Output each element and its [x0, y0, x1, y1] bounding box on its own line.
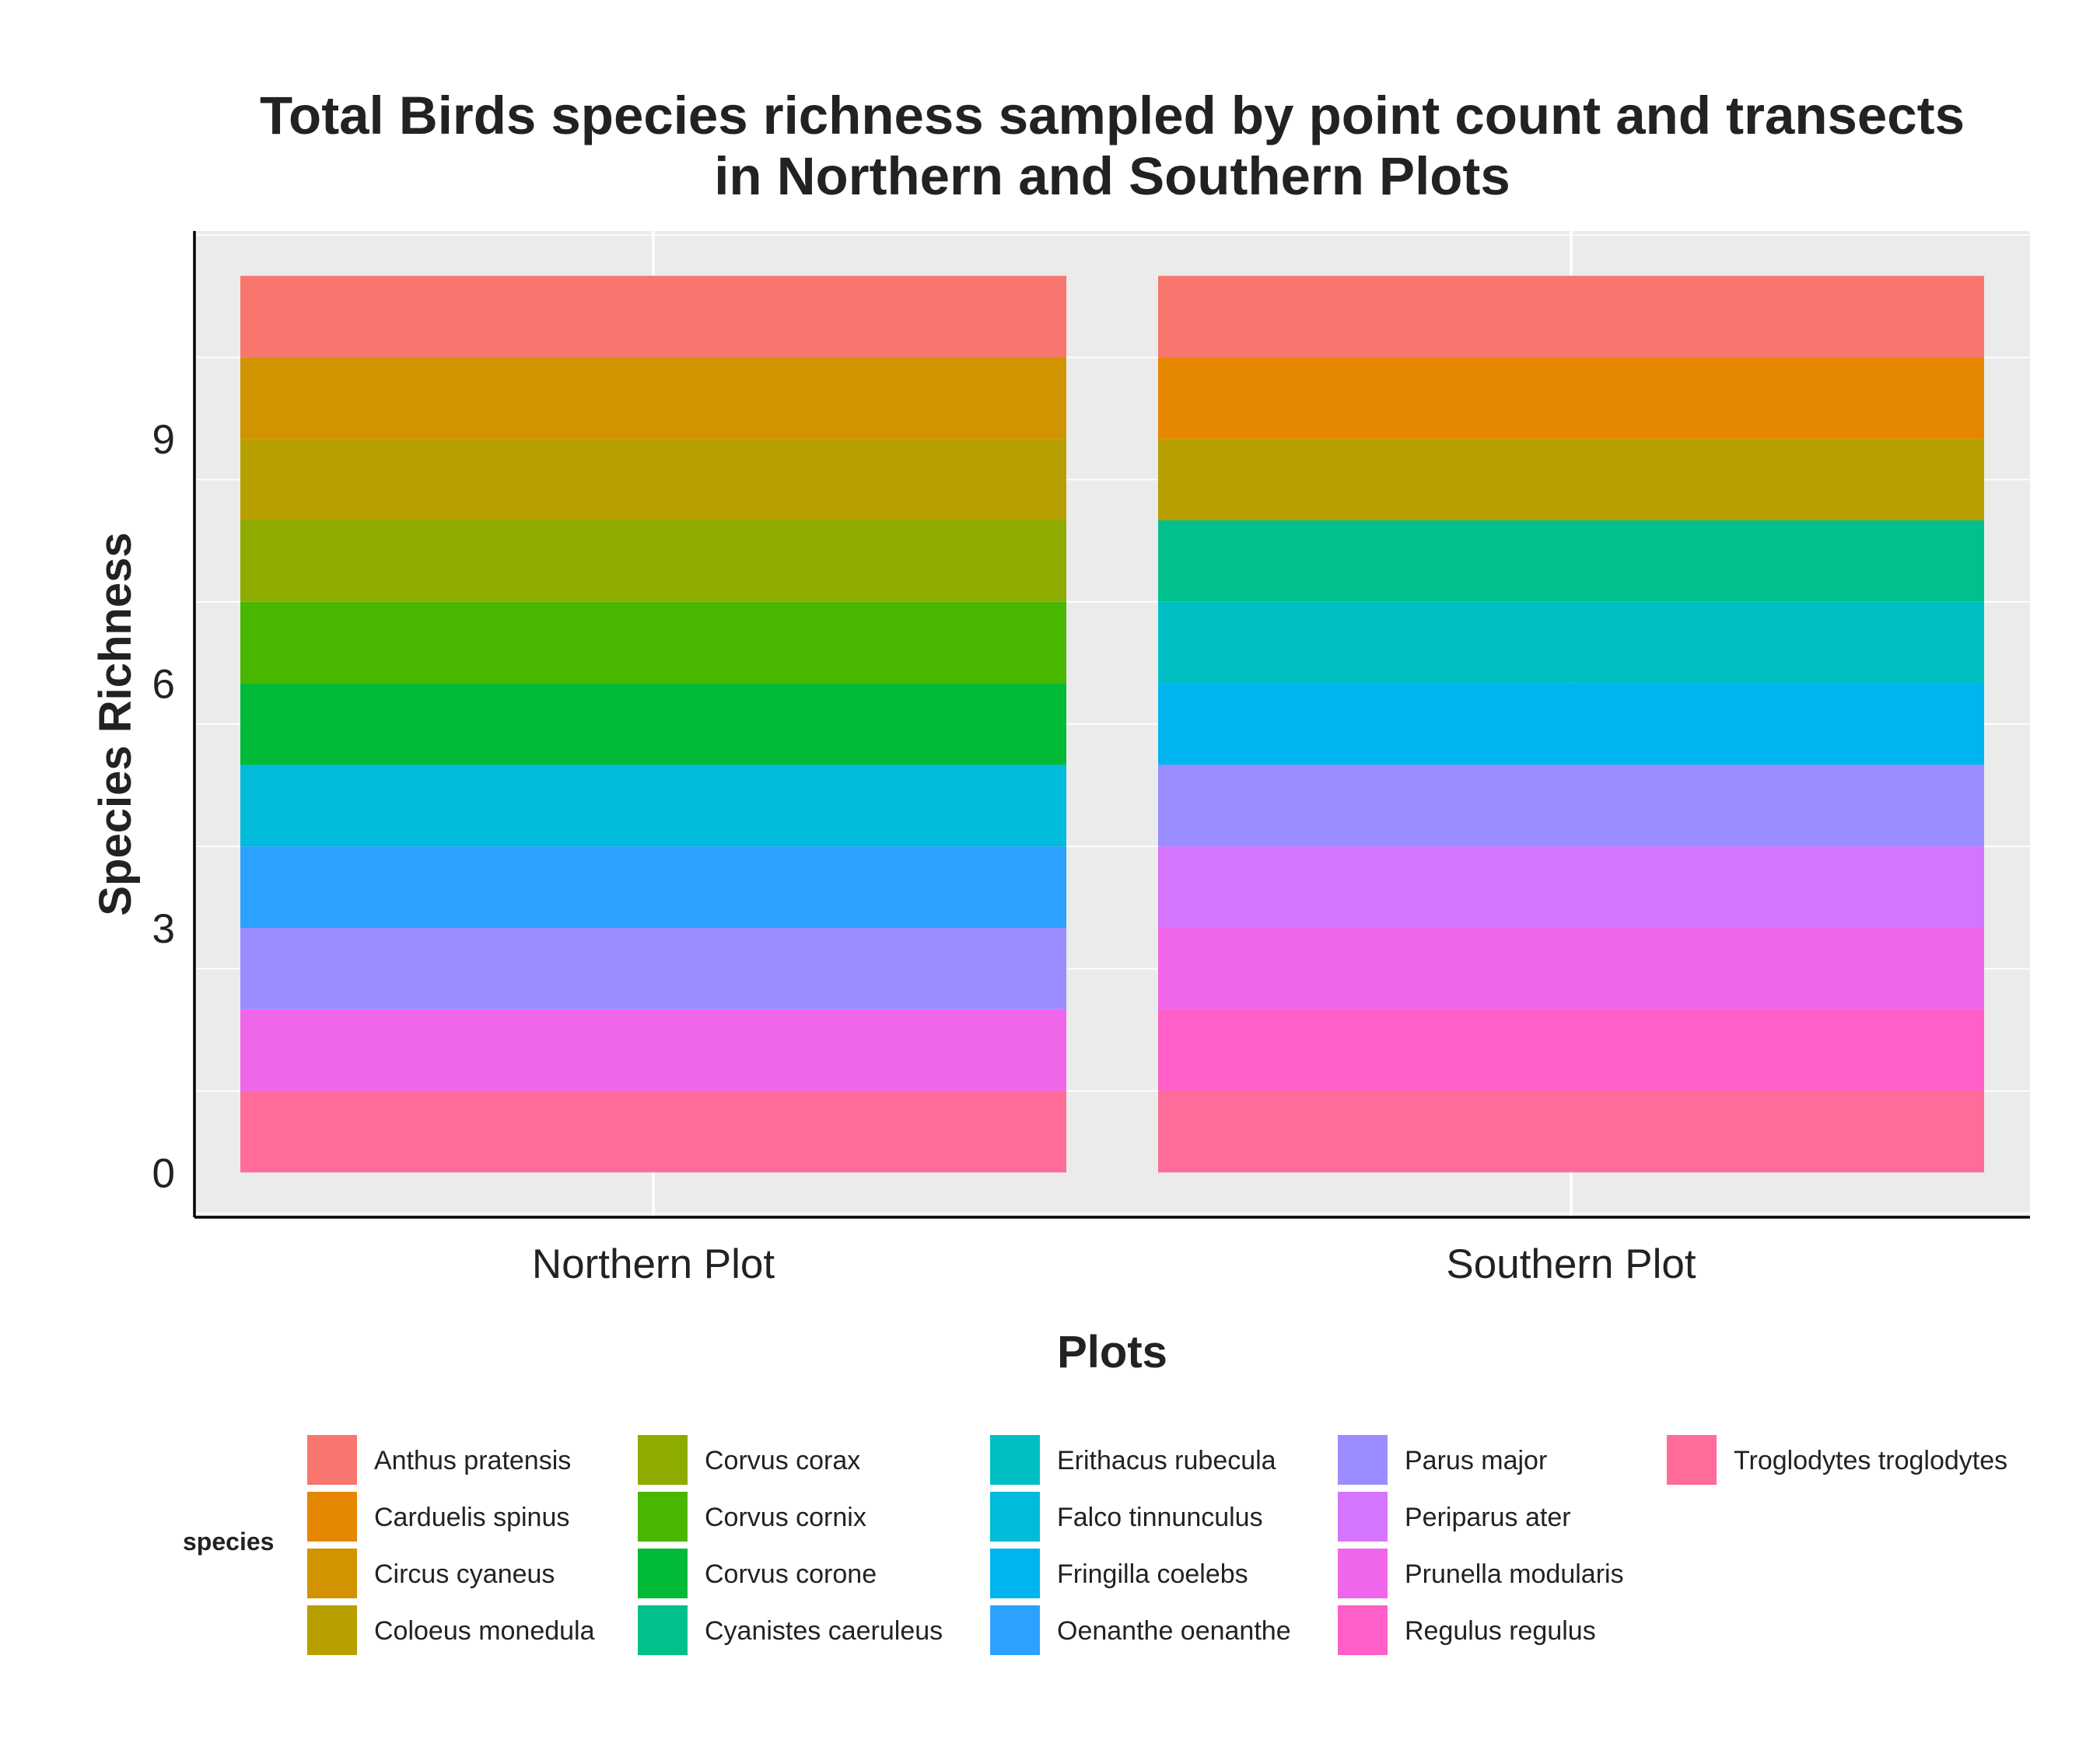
bar-segment — [1158, 439, 1984, 521]
legend-key — [1338, 1435, 1388, 1485]
bar-stack — [240, 275, 1066, 1173]
bar-segment — [1158, 520, 1984, 602]
legend-label: Parus major — [1405, 1446, 1547, 1475]
legend-item: Corvus corax — [638, 1435, 860, 1485]
legend-label: Carduelis spinus — [374, 1503, 569, 1532]
legend-item: Carduelis spinus — [307, 1492, 569, 1542]
bar-segment — [1158, 683, 1984, 765]
legend-key — [990, 1435, 1040, 1485]
legend-key — [990, 1549, 1040, 1598]
legend-item: Troglodytes troglodytes — [1667, 1435, 2007, 1485]
bar-segment — [240, 520, 1066, 602]
y-tick-label: 9 — [152, 417, 175, 463]
legend-label: Fringilla coelebs — [1057, 1559, 1248, 1589]
bar-segment — [1158, 846, 1984, 928]
legend-label: Corvus corone — [705, 1559, 877, 1589]
legend: Anthus pratensis Carduelis spinus Circus c… — [307, 1435, 2007, 1655]
legend-key — [990, 1492, 1040, 1542]
legend-item: Oenanthe oenanthe — [990, 1605, 1291, 1655]
legend-key — [1667, 1435, 1717, 1485]
bar-segment — [1158, 357, 1984, 439]
y-tick-label: 6 — [152, 662, 175, 708]
bar-segment — [240, 927, 1066, 1010]
y-tick-label: 3 — [152, 906, 175, 952]
legend-key — [1338, 1549, 1388, 1598]
chart-title-line-1: Total Birds species richness sampled by … — [260, 86, 1965, 145]
legend-label: Corvus corax — [705, 1446, 860, 1475]
bar-segment — [1158, 275, 1984, 358]
legend-item: Corvus corone — [638, 1549, 877, 1598]
legend-key — [1338, 1492, 1388, 1542]
x-tick-labels: Northern Plot Southern Plot — [532, 1241, 1696, 1287]
bar-segment — [1158, 601, 1984, 684]
bar-segment — [240, 1009, 1066, 1091]
bar-segment — [240, 439, 1066, 521]
bar-segment — [240, 683, 1066, 765]
legend-item: Cyanistes caeruleus — [638, 1605, 943, 1655]
legend-label: Troglodytes troglodytes — [1734, 1446, 2007, 1475]
legend-key — [307, 1492, 357, 1542]
bar-segment — [240, 765, 1066, 847]
legend-label: Anthus pratensis — [374, 1446, 571, 1475]
legend-key — [307, 1605, 357, 1655]
legend-item: Periparus ater — [1338, 1492, 1571, 1542]
legend-item: Prunella modularis — [1338, 1549, 1624, 1598]
legend-label: Corvus cornix — [705, 1503, 866, 1532]
bar-segment — [240, 1090, 1066, 1173]
legend-label: Oenanthe oenanthe — [1057, 1616, 1291, 1646]
legend-key — [638, 1492, 688, 1542]
legend-item: Regulus regulus — [1338, 1605, 1596, 1655]
legend-label: Prunella modularis — [1405, 1559, 1624, 1589]
bar-segment — [240, 601, 1066, 684]
x-tick-label: Northern Plot — [532, 1241, 775, 1287]
legend-item: Falco tinnunculus — [990, 1492, 1263, 1542]
legend-key — [638, 1605, 688, 1655]
legend-label: Periparus ater — [1405, 1503, 1571, 1532]
legend-label: Circus cyaneus — [374, 1559, 555, 1589]
legend-title: species — [183, 1528, 274, 1556]
legend-item: Circus cyaneus — [307, 1549, 555, 1598]
legend-key — [638, 1549, 688, 1598]
chart-title-line-2: in Northern and Southern Plots — [714, 146, 1510, 206]
legend-key — [1338, 1605, 1388, 1655]
legend-label: Cyanistes caeruleus — [705, 1616, 943, 1646]
legend-key — [990, 1605, 1040, 1655]
legend-item: Anthus pratensis — [307, 1435, 571, 1485]
legend-item: Erithacus rubecula — [990, 1435, 1276, 1485]
legend-label: Erithacus rubecula — [1057, 1446, 1276, 1475]
legend-label: Regulus regulus — [1405, 1616, 1596, 1646]
bar-segment — [1158, 1090, 1984, 1173]
y-tick-label: 0 — [152, 1150, 175, 1196]
legend-item: Corvus cornix — [638, 1492, 866, 1542]
x-tick-label: Southern Plot — [1446, 1241, 1696, 1287]
bar-stacks — [240, 275, 1984, 1173]
bar-segment — [240, 275, 1066, 358]
bar-segment — [1158, 765, 1984, 847]
bar-segment — [1158, 1009, 1984, 1091]
bar-segment — [240, 846, 1066, 928]
bar-segment — [1158, 927, 1984, 1010]
y-axis-title: Species Richness — [90, 532, 141, 915]
legend-label: Coloeus monedula — [374, 1616, 595, 1646]
legend-key — [638, 1435, 688, 1485]
bar-stack — [1158, 275, 1984, 1173]
bar-segment — [240, 357, 1066, 439]
legend-key — [307, 1435, 357, 1485]
legend-label: Falco tinnunculus — [1057, 1503, 1263, 1532]
legend-item: Coloeus monedula — [307, 1605, 595, 1655]
x-axis-title: Plots — [1057, 1327, 1167, 1377]
legend-key — [307, 1549, 357, 1598]
y-tick-labels: 0 3 6 9 — [152, 417, 175, 1196]
legend-item: Parus major — [1338, 1435, 1547, 1485]
legend-item: Fringilla coelebs — [990, 1549, 1248, 1598]
